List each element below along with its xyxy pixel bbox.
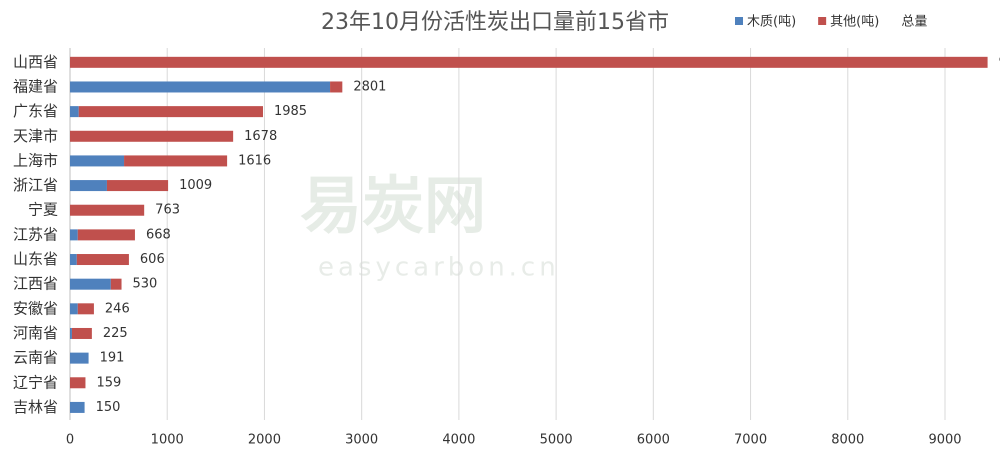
bar-segment (70, 352, 89, 364)
watermark: easycarbon.cn (318, 253, 560, 283)
bar-segment (76, 254, 129, 266)
y-tick-label: 广东省 (13, 102, 58, 120)
x-tick-label: 4000 (442, 433, 475, 448)
y-tick-label: 天津市 (13, 127, 58, 145)
y-tick-label: 河南省 (13, 324, 58, 342)
watermark: 易炭网 (300, 169, 486, 242)
bar-segment (106, 180, 169, 192)
bar-segment (70, 180, 107, 192)
data-label: 1009 (179, 178, 212, 193)
bar-segment (70, 401, 85, 413)
bar-segment (70, 377, 86, 389)
data-label: 530 (133, 277, 158, 292)
x-tick-label: 9000 (928, 433, 961, 448)
y-tick-label: 上海市 (13, 151, 58, 169)
y-tick-label: 吉林省 (13, 398, 58, 416)
x-tick-label: 8000 (831, 433, 864, 448)
data-label: 159 (96, 375, 121, 390)
x-tick-label: 7000 (734, 433, 767, 448)
legend-label: 其他(吨) (830, 15, 879, 30)
x-tick-label: 5000 (540, 433, 573, 448)
y-tick-label: 云南省 (13, 349, 58, 367)
bar-segment (78, 106, 263, 118)
bar-segment (70, 155, 125, 167)
legend-swatch (735, 17, 743, 25)
y-tick-label: 山西省 (13, 53, 58, 71)
bar-segment (70, 56, 988, 68)
data-label: 191 (100, 351, 125, 366)
y-tick-label: 山东省 (13, 250, 58, 268)
y-tick-label: 辽宁省 (13, 373, 58, 391)
data-label: 1985 (274, 104, 307, 119)
bar-segment (70, 204, 145, 216)
bar-segment (124, 155, 228, 167)
y-tick-label: 浙江省 (13, 176, 58, 194)
bar-segment (70, 106, 79, 118)
x-tick-label: 3000 (345, 433, 378, 448)
bar-segment (330, 81, 343, 93)
bar-segment (70, 81, 331, 93)
data-label: 668 (146, 227, 171, 242)
bar-segment (70, 130, 234, 142)
bar-segment (70, 229, 78, 241)
legend-swatch (818, 17, 827, 25)
y-tick-label: 江苏省 (13, 225, 58, 243)
x-tick-label: 0 (66, 433, 74, 448)
legend-label: 总量 (901, 15, 927, 30)
data-label: 763 (155, 203, 180, 218)
y-tick-label: 安徽省 (13, 299, 58, 317)
data-label: 225 (103, 326, 128, 341)
bar-segment (70, 327, 72, 339)
bar-segment (77, 303, 94, 315)
bar-segment (70, 254, 77, 266)
bar-segment (71, 327, 92, 339)
bar-segment (77, 229, 135, 241)
y-tick-label: 宁夏 (28, 201, 58, 219)
bar-segment (70, 278, 111, 290)
data-label: 1616 (238, 153, 271, 168)
x-tick-label: 2000 (248, 433, 281, 448)
data-label: 9438 (999, 55, 1000, 70)
chart-title: 23年10月份活性炭出口量前15省市 (321, 10, 669, 35)
y-tick-label: 江西省 (13, 275, 58, 293)
y-tick-label: 福建省 (13, 77, 58, 95)
data-label: 150 (96, 400, 121, 415)
bar-segment (70, 303, 78, 315)
legend-label: 木质(吨) (747, 15, 796, 30)
data-label: 246 (105, 301, 130, 316)
data-label: 606 (140, 252, 165, 267)
x-tick-label: 6000 (637, 433, 670, 448)
bar-segment (110, 278, 122, 290)
data-label: 1678 (244, 129, 277, 144)
data-label: 2801 (353, 79, 386, 94)
x-tick-label: 1000 (151, 433, 184, 448)
